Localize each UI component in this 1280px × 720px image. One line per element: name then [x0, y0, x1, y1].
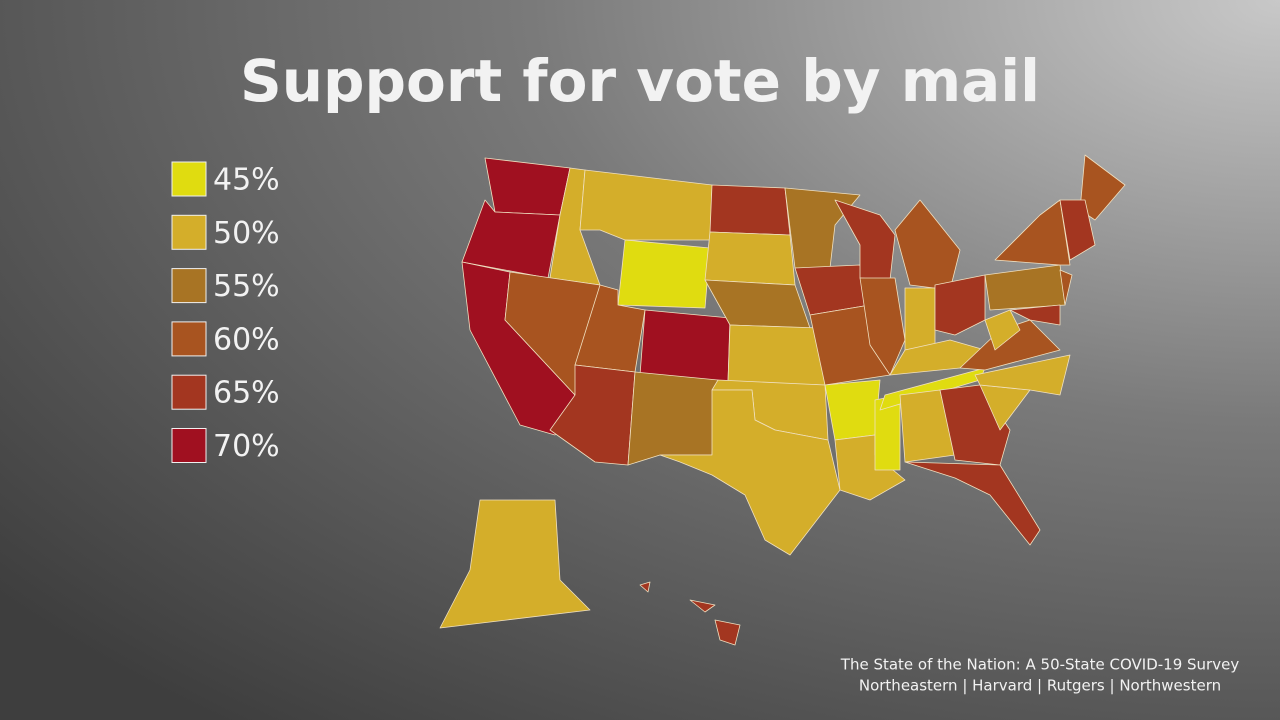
legend-label: 60%	[213, 322, 280, 357]
state	[1059, 269, 1073, 306]
state	[904, 287, 936, 351]
legend-swatch	[171, 161, 207, 197]
state	[439, 499, 591, 629]
state	[974, 354, 1071, 396]
state	[461, 199, 561, 279]
state	[727, 324, 826, 386]
state	[484, 157, 571, 216]
source-line: Northeastern | Harvard | Rutgers | North…	[859, 677, 1221, 695]
source-line: The State of the Nation: A 50-State COVI…	[840, 656, 1240, 674]
legend-swatch	[171, 268, 207, 304]
legend-label: 55%	[213, 269, 280, 304]
title: Support for vote by mail	[240, 47, 1040, 115]
state	[934, 274, 986, 336]
legend-swatch	[171, 428, 207, 463]
state	[617, 239, 711, 309]
state	[639, 309, 731, 383]
legend-label: 45%	[213, 163, 280, 198]
state	[1079, 154, 1126, 221]
legend-label: 70%	[213, 429, 280, 464]
legend-label: 65%	[213, 376, 280, 411]
legend-swatch	[171, 321, 207, 357]
state	[714, 619, 741, 646]
map	[439, 154, 1126, 646]
legend: 45% 50% 55% 60% 65% 70%	[171, 161, 280, 464]
state	[824, 379, 881, 441]
legend-label: 50%	[213, 216, 280, 251]
state	[709, 184, 791, 236]
state	[994, 199, 1071, 266]
state	[904, 461, 1041, 546]
state	[1009, 304, 1061, 326]
state	[889, 339, 986, 376]
state	[859, 277, 906, 376]
legend-swatch	[171, 374, 207, 410]
state	[639, 581, 651, 593]
state	[894, 199, 961, 291]
state	[984, 309, 1021, 351]
state	[704, 231, 796, 286]
state	[1059, 199, 1096, 261]
state	[627, 371, 719, 466]
state	[659, 389, 841, 556]
state	[689, 599, 716, 613]
legend-swatch	[171, 214, 207, 250]
